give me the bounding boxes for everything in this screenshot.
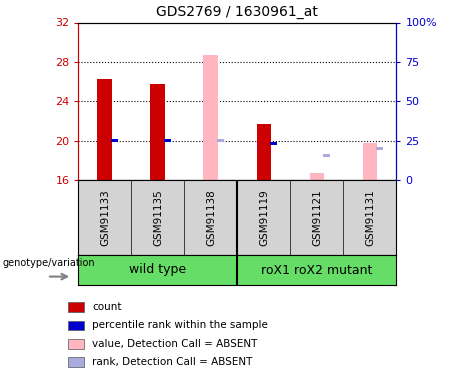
- Bar: [68, 357, 84, 367]
- Text: wild type: wild type: [130, 264, 186, 276]
- Text: rank, Detection Call = ABSENT: rank, Detection Call = ABSENT: [92, 357, 252, 367]
- Bar: [323, 154, 330, 157]
- Bar: [164, 139, 171, 142]
- Text: count: count: [92, 302, 122, 312]
- Text: percentile rank within the sample: percentile rank within the sample: [92, 321, 268, 330]
- Text: GSM91121: GSM91121: [312, 189, 322, 246]
- Text: GSM91133: GSM91133: [100, 189, 110, 246]
- Bar: [68, 339, 84, 349]
- Bar: [68, 321, 84, 330]
- Bar: [309, 173, 325, 180]
- Text: value, Detection Call = ABSENT: value, Detection Call = ABSENT: [92, 339, 257, 349]
- Text: genotype/variation: genotype/variation: [2, 258, 95, 267]
- Bar: [256, 124, 272, 180]
- Bar: [270, 142, 277, 145]
- Text: GSM91119: GSM91119: [259, 189, 269, 246]
- Bar: [97, 79, 112, 180]
- Text: GSM91138: GSM91138: [206, 189, 216, 246]
- Bar: [203, 55, 219, 180]
- Bar: [217, 139, 224, 142]
- Bar: [68, 302, 84, 312]
- Text: GSM91135: GSM91135: [153, 189, 163, 246]
- Title: GDS2769 / 1630961_at: GDS2769 / 1630961_at: [156, 5, 319, 19]
- Text: GSM91131: GSM91131: [365, 189, 375, 246]
- Text: roX1 roX2 mutant: roX1 roX2 mutant: [261, 264, 372, 276]
- Bar: [362, 142, 378, 180]
- Bar: [376, 147, 383, 150]
- Bar: [150, 84, 165, 180]
- Bar: [111, 139, 118, 142]
